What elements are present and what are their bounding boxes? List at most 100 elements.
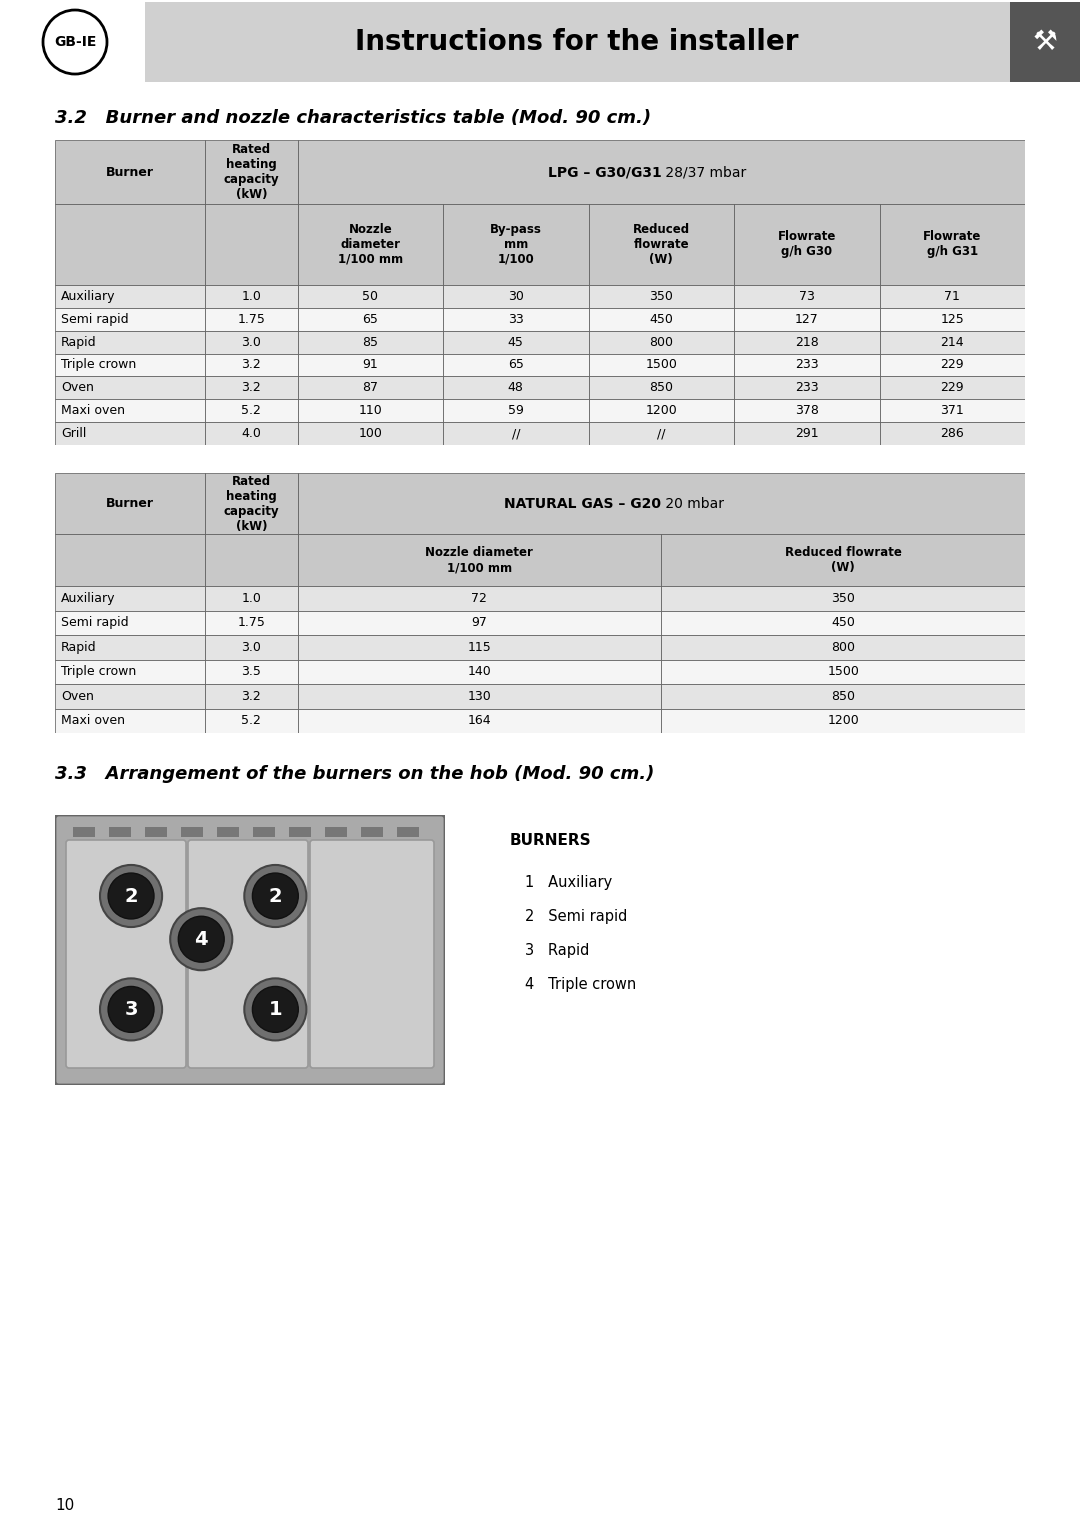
Bar xyxy=(205,376,297,399)
Bar xyxy=(55,141,205,205)
Text: 229: 229 xyxy=(941,382,964,394)
Bar xyxy=(73,827,95,837)
Bar xyxy=(297,307,443,330)
Text: LPG – G30/G31: LPG – G30/G31 xyxy=(548,165,661,179)
Bar xyxy=(589,330,734,353)
Bar xyxy=(443,376,589,399)
Bar xyxy=(205,141,297,205)
Text: 4.0: 4.0 xyxy=(242,426,261,440)
Bar xyxy=(55,636,205,660)
Bar xyxy=(205,611,297,636)
Text: 140: 140 xyxy=(468,665,491,678)
Text: 164: 164 xyxy=(468,714,491,727)
Bar xyxy=(734,376,879,399)
Text: 28/37 mbar: 28/37 mbar xyxy=(661,165,746,179)
Text: Auxiliary: Auxiliary xyxy=(60,290,116,303)
Bar xyxy=(879,205,1025,284)
Bar xyxy=(297,284,443,307)
Text: Reduced flowrate
(W): Reduced flowrate (W) xyxy=(785,545,902,575)
Circle shape xyxy=(100,865,162,927)
Bar xyxy=(443,399,589,422)
Bar xyxy=(145,2,1010,83)
Text: 65: 65 xyxy=(508,359,524,371)
Text: 33: 33 xyxy=(508,313,524,325)
Bar xyxy=(443,284,589,307)
Text: 10: 10 xyxy=(55,1497,75,1513)
Text: Rated
heating
capacity
(kW): Rated heating capacity (kW) xyxy=(224,144,280,202)
Text: 115: 115 xyxy=(468,640,491,654)
Text: 3.5: 3.5 xyxy=(242,665,261,678)
Bar xyxy=(879,353,1025,376)
Text: 87: 87 xyxy=(362,382,378,394)
Bar xyxy=(55,330,205,353)
Bar xyxy=(145,827,167,837)
Text: Rapid: Rapid xyxy=(60,336,96,348)
Circle shape xyxy=(108,987,154,1033)
Bar xyxy=(297,685,661,709)
Bar xyxy=(55,611,205,636)
FancyBboxPatch shape xyxy=(66,840,186,1068)
Text: 450: 450 xyxy=(832,616,855,630)
Text: Burner: Burner xyxy=(106,165,154,179)
Bar xyxy=(297,709,661,733)
Text: 48: 48 xyxy=(508,382,524,394)
Text: Oven: Oven xyxy=(60,689,94,703)
Bar xyxy=(205,330,297,353)
Text: 59: 59 xyxy=(508,405,524,417)
Bar xyxy=(205,474,297,535)
Text: Semi rapid: Semi rapid xyxy=(60,616,129,630)
Text: 850: 850 xyxy=(649,382,673,394)
Bar xyxy=(734,307,879,330)
Text: //: // xyxy=(657,426,665,440)
Text: 2   Semi rapid: 2 Semi rapid xyxy=(525,909,627,924)
Circle shape xyxy=(178,917,225,963)
Bar xyxy=(734,422,879,445)
Circle shape xyxy=(253,987,298,1033)
Bar xyxy=(205,685,297,709)
Bar xyxy=(55,205,205,284)
Bar xyxy=(589,376,734,399)
Text: 233: 233 xyxy=(795,382,819,394)
Bar xyxy=(443,205,589,284)
Circle shape xyxy=(171,908,232,970)
Text: 100: 100 xyxy=(359,426,382,440)
Text: 3.0: 3.0 xyxy=(242,640,261,654)
Text: 229: 229 xyxy=(941,359,964,371)
Bar xyxy=(55,422,205,445)
Bar xyxy=(589,284,734,307)
Bar xyxy=(55,376,205,399)
Text: 30: 30 xyxy=(508,290,524,303)
Text: 350: 350 xyxy=(649,290,673,303)
Bar xyxy=(205,535,297,587)
Text: 378: 378 xyxy=(795,405,819,417)
Text: 20 mbar: 20 mbar xyxy=(661,497,725,510)
Text: 450: 450 xyxy=(649,313,673,325)
Text: Maxi oven: Maxi oven xyxy=(60,405,125,417)
Bar xyxy=(205,587,297,611)
Text: NATURAL GAS – G20: NATURAL GAS – G20 xyxy=(504,497,661,510)
Circle shape xyxy=(244,978,307,1041)
Text: //: // xyxy=(512,426,519,440)
Bar xyxy=(55,474,205,535)
Text: 3   Rapid: 3 Rapid xyxy=(525,943,590,958)
Text: Rated
heating
capacity
(kW): Rated heating capacity (kW) xyxy=(224,475,280,533)
Text: 127: 127 xyxy=(795,313,819,325)
Text: 3.2: 3.2 xyxy=(242,689,261,703)
Bar xyxy=(297,660,661,685)
Text: 50: 50 xyxy=(362,290,378,303)
Bar xyxy=(734,399,879,422)
Text: Auxiliary: Auxiliary xyxy=(60,591,116,605)
Text: 1500: 1500 xyxy=(827,665,859,678)
Text: 350: 350 xyxy=(832,591,855,605)
Text: Grill: Grill xyxy=(60,426,86,440)
Bar xyxy=(661,660,1025,685)
Text: 1500: 1500 xyxy=(646,359,677,371)
Bar xyxy=(297,587,661,611)
Text: 3.0: 3.0 xyxy=(242,336,261,348)
Text: ⚒: ⚒ xyxy=(1032,28,1057,57)
Bar xyxy=(589,205,734,284)
Circle shape xyxy=(253,872,298,918)
Bar xyxy=(734,330,879,353)
Bar xyxy=(661,535,1025,587)
Bar xyxy=(55,709,205,733)
